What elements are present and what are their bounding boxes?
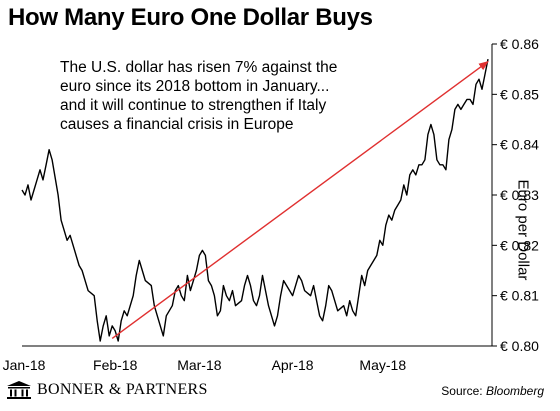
source-note: Source: Bloomberg	[441, 384, 544, 398]
x-tick-label: Feb-18	[93, 357, 138, 373]
y-tick-label: € 0.83	[500, 187, 539, 203]
y-tick-label: € 0.85	[500, 86, 539, 102]
y-tick-label: € 0.84	[500, 137, 539, 153]
trend-arrow	[111, 61, 489, 340]
y-tick-label: € 0.82	[500, 237, 539, 253]
x-tick-label: Jan-18	[3, 357, 46, 373]
y-tick-label: € 0.86	[500, 36, 539, 52]
x-tick-label: Apr-18	[272, 357, 314, 373]
chart-plot: € 0.80 € 0.81 € 0.82 € 0.83 € 0.84 € 0.85 € 0.…	[3, 36, 540, 373]
chart-title: How Many Euro One Dollar Buys	[8, 4, 373, 31]
building-logo-icon	[7, 381, 31, 399]
brand: BONNER & PARTNERS	[6, 380, 208, 400]
x-tick-label: May-18	[359, 357, 406, 373]
y-tick-label: € 0.80	[500, 338, 539, 354]
annotation-line: and it will continue to strengthen if It…	[60, 97, 327, 114]
x-tick-label: Mar-18	[177, 357, 222, 373]
annotation-line: euro since its 2018 bottom in January...	[60, 78, 330, 95]
source-label: Source:	[441, 384, 483, 398]
brand-name: BONNER & PARTNERS	[37, 381, 208, 398]
source-name: Bloomberg	[485, 384, 544, 398]
annotation-line: causes a financial crisis in Europe	[60, 116, 294, 133]
annotation-line: The U.S. dollar has risen 7% against the	[60, 59, 338, 76]
euro-per-dollar-line	[21, 58, 489, 342]
y-tick-label: € 0.81	[500, 288, 539, 304]
footer: BONNER & PARTNERS Source: Bloomberg	[0, 374, 560, 411]
annotation-text: The U.S. dollar has risen 7% against the…	[60, 58, 390, 134]
y-axis-label: Euro per Dollar	[514, 179, 532, 281]
